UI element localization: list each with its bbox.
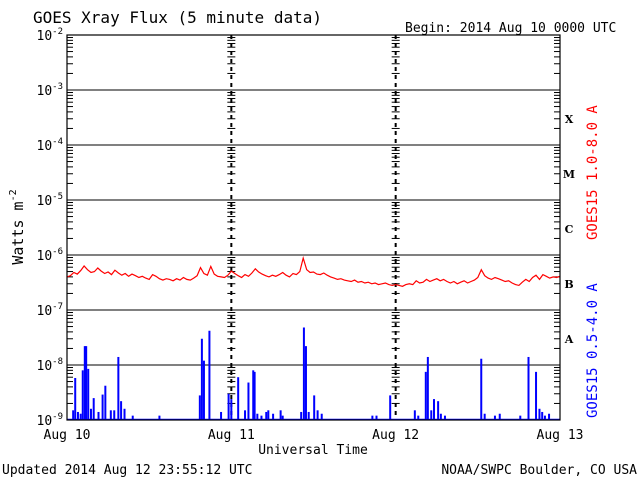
y-tick-exponent: -2 <box>52 27 63 37</box>
y-tick-label: 10-9 <box>37 412 64 429</box>
flare-class-x: X <box>565 113 574 126</box>
y-tick-label: 10-6 <box>37 247 64 264</box>
y-tick-label: 10-7 <box>37 302 64 319</box>
y-axis-label: Watts m-2 <box>8 189 27 264</box>
y-tick-exponent: -4 <box>52 137 63 147</box>
y-tick-label: 10-4 <box>37 137 64 154</box>
x-tick-label: Aug 13 <box>537 428 584 443</box>
y-tick-label: 10-3 <box>37 82 64 99</box>
begin-time: Begin: 2014 Aug 10 0000 UTC <box>405 21 616 36</box>
y-tick-base: 10 <box>37 414 53 429</box>
updated-timestamp: Updated 2014 Aug 12 23:55:12 UTC <box>2 463 252 478</box>
flare-class-c: C <box>565 223 574 236</box>
credit-text: NOAA/SWPC Boulder, CO USA <box>441 463 637 478</box>
y-tick-base: 10 <box>37 29 53 44</box>
y-axis-label-exponent: -2 <box>8 189 19 201</box>
y-tick-label: 10-8 <box>37 357 64 374</box>
y-tick-base: 10 <box>37 139 53 154</box>
y-tick-exponent: -3 <box>52 82 63 92</box>
series-line-goes15-long <box>66 255 561 287</box>
x-axis-label: Universal Time <box>258 443 368 458</box>
flare-class-b: B <box>564 278 573 291</box>
y-tick-base: 10 <box>37 359 53 374</box>
x-tick-label: Aug 11 <box>208 428 255 443</box>
y-tick-base: 10 <box>37 194 53 209</box>
flare-class-a: A <box>564 333 574 346</box>
y-tick-base: 10 <box>37 84 53 99</box>
svg-text:Watts m-2: Watts m-2 <box>8 189 27 264</box>
y-tick-base: 10 <box>37 249 53 264</box>
y-tick-exponent: -7 <box>52 302 63 312</box>
x-tick-label: Aug 12 <box>372 428 419 443</box>
x-tick-label: Aug 10 <box>44 428 91 443</box>
y-tick-exponent: -5 <box>52 192 63 202</box>
flare-class-m: M <box>563 168 575 181</box>
chart-title: GOES Xray Flux (5 minute data) <box>33 8 322 27</box>
y-tick-exponent: -9 <box>52 412 63 422</box>
plot-frame <box>66 34 561 421</box>
y-tick-base: 10 <box>37 304 53 319</box>
y-tick-exponent: -6 <box>52 247 63 257</box>
legend-goes15-long: GOES15 1.0-8.0 A <box>585 105 601 240</box>
y-tick-exponent: -8 <box>52 357 63 367</box>
legend-goes15-short: GOES15 0.5-4.0 A <box>585 283 601 418</box>
y-tick-label: 10-2 <box>37 27 64 44</box>
y-tick-label: 10-5 <box>37 192 64 209</box>
y-axis-label-text: Watts m <box>9 201 27 264</box>
